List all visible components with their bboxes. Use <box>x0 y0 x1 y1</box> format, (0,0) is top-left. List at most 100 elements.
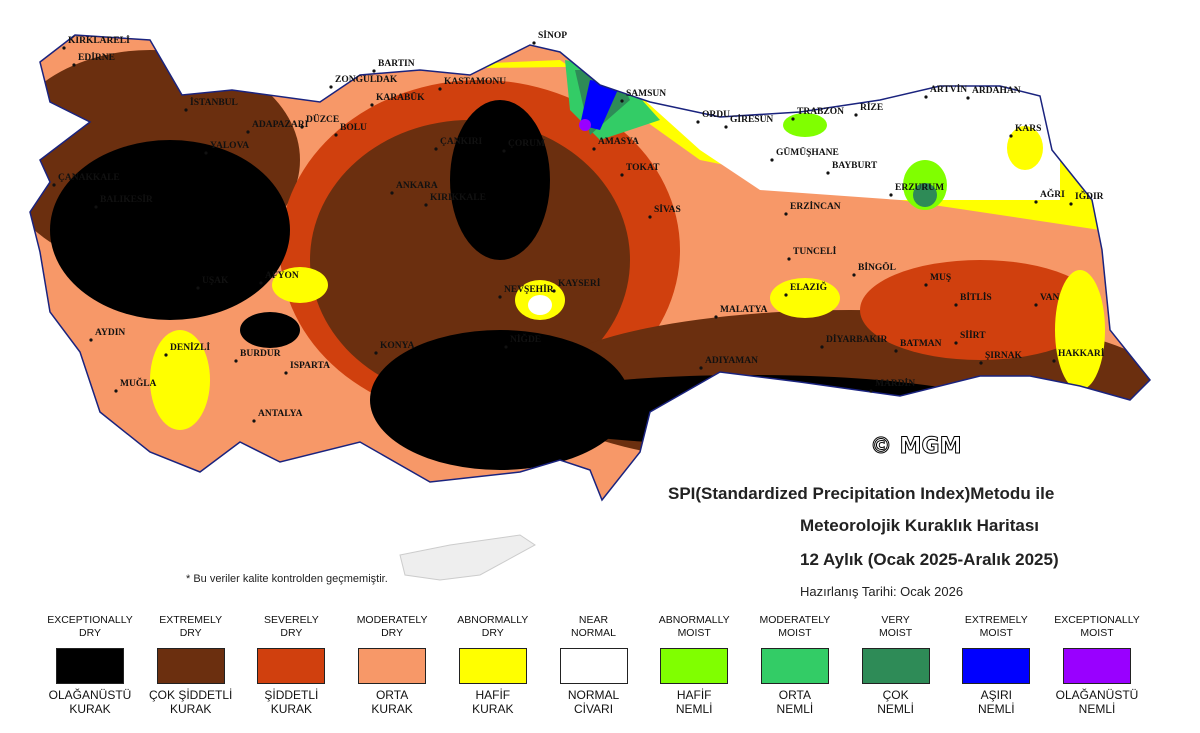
city-label: AMASYA <box>598 137 639 147</box>
city-dot <box>284 371 288 375</box>
legend-label-en: MOIST <box>778 627 812 639</box>
city-dot <box>164 353 168 357</box>
city-label: MARDİN <box>875 377 915 389</box>
city-dot <box>1009 134 1013 138</box>
city-dot <box>329 85 333 89</box>
city-dot <box>592 147 596 151</box>
legend-label-tr: OLAĞANÜSTÜ <box>48 688 132 702</box>
legend-swatch <box>962 648 1031 684</box>
city-dot <box>196 286 200 290</box>
city-label: ERZİNCAN <box>790 200 841 212</box>
legend-label-en: VERY <box>881 614 910 626</box>
city-dot <box>504 345 508 349</box>
city-label: UŞAK <box>202 276 229 286</box>
city-dot <box>390 191 394 195</box>
legend-label-tr: KURAK <box>472 702 514 716</box>
city-dot <box>1069 202 1073 206</box>
city-dot <box>784 293 788 297</box>
legend-swatch <box>660 648 729 684</box>
city-label: ÇANKIRI <box>440 137 483 147</box>
city-label: ZONGULDAK <box>335 75 398 85</box>
legend-label-en: ABNORMALLY <box>658 614 730 626</box>
city-dot <box>374 351 378 355</box>
city-dot <box>787 257 791 261</box>
city-dot <box>620 99 624 103</box>
legend-label-tr: KURAK <box>170 702 212 716</box>
city-dot <box>234 359 238 363</box>
city-dot <box>1052 359 1056 363</box>
legend-swatch <box>760 648 829 684</box>
city-dot <box>72 63 76 67</box>
country-border <box>29 34 1152 502</box>
prepared-date: Hazırlanış Tarihi: Ocak 2026 <box>800 584 964 599</box>
city-dot <box>770 158 774 162</box>
city-dot <box>791 117 795 121</box>
legend-label-tr: CİVARI <box>573 702 614 716</box>
city-label: BURDUR <box>240 349 281 359</box>
legend-label-tr: NEMLİ <box>675 702 713 716</box>
city-label: DENİZLİ <box>170 341 210 353</box>
legend-label-en: DRY <box>381 627 404 639</box>
legend-label-en: DRY <box>79 627 101 639</box>
legend-label-en: MODERATELY <box>759 614 831 626</box>
city-label: KIRIKKALE <box>430 193 486 203</box>
city-dot <box>502 149 506 153</box>
city-dot <box>954 303 958 307</box>
city-label: BİTLİS <box>960 291 992 303</box>
city-dot <box>1034 303 1038 307</box>
city-dot <box>300 125 304 129</box>
city-dot <box>620 173 624 177</box>
city-label: İSTANBUL <box>190 96 238 108</box>
city-dot <box>498 295 502 299</box>
legend-label-tr: NEMLİ <box>776 702 814 716</box>
city-dot <box>696 120 700 124</box>
legend-label-en: EXTREMELY <box>964 614 1028 626</box>
legend-label-en: EXCEPTIONALLY <box>1054 614 1140 626</box>
city-dot <box>714 315 718 319</box>
city-label: HAKKARİ <box>1058 347 1105 359</box>
city-dot <box>94 205 98 209</box>
legend-swatch <box>56 648 124 684</box>
legend-label-en: MODERATELY <box>356 614 428 626</box>
city-label: ADAPAZARI <box>252 120 309 130</box>
city-dot <box>434 147 438 151</box>
note: * Bu veriler kalite kontrolden geçmemişt… <box>186 573 388 585</box>
city-dot <box>924 95 928 99</box>
city-dot <box>724 125 728 129</box>
city-dot <box>869 389 873 393</box>
legend-label-tr: ÇOK <box>882 688 909 702</box>
city-dot <box>438 87 442 91</box>
title-line: 12 Aylık (Ocak 2025-Aralık 2025) <box>800 550 1059 569</box>
city-label: AYDIN <box>95 328 125 338</box>
legend-label-en: DRY <box>481 627 504 639</box>
city-dot <box>62 46 66 50</box>
legend-label-en: MOIST <box>677 627 711 639</box>
legend-label-en: NORMAL <box>571 627 616 639</box>
legend-label-en: EXTREMELY <box>159 614 223 626</box>
city-label: SAMSUN <box>626 89 666 99</box>
city-dot <box>204 151 208 155</box>
legend-label-tr: HAFİF <box>676 688 712 702</box>
city-label: BOLU <box>340 123 367 133</box>
legend-label-tr: NEMLİ <box>977 702 1015 716</box>
city-dot <box>894 349 898 353</box>
city-dot <box>532 41 536 45</box>
legend-label-tr: KURAK <box>371 702 413 716</box>
legend-label-tr: AŞIRI <box>980 688 1012 702</box>
title-line: SPI(Standardized Precipitation Index)Met… <box>668 484 1055 503</box>
legend-label-tr: ÇOK ŞİDDETLİ <box>149 688 233 702</box>
city-dot <box>52 183 56 187</box>
legend-swatch <box>358 648 427 684</box>
city-dot <box>252 419 256 423</box>
city-label: ÇANAKKALE <box>58 173 120 183</box>
city-dot <box>699 366 703 370</box>
city-dot <box>854 113 858 117</box>
city-label: GÜMÜŞHANE <box>776 145 839 158</box>
city-label: BAYBURT <box>832 161 878 171</box>
city-label: MALATYA <box>720 305 768 315</box>
city-label: ISPARTA <box>290 361 330 371</box>
city-dot <box>648 215 652 219</box>
city-dot <box>259 281 263 285</box>
